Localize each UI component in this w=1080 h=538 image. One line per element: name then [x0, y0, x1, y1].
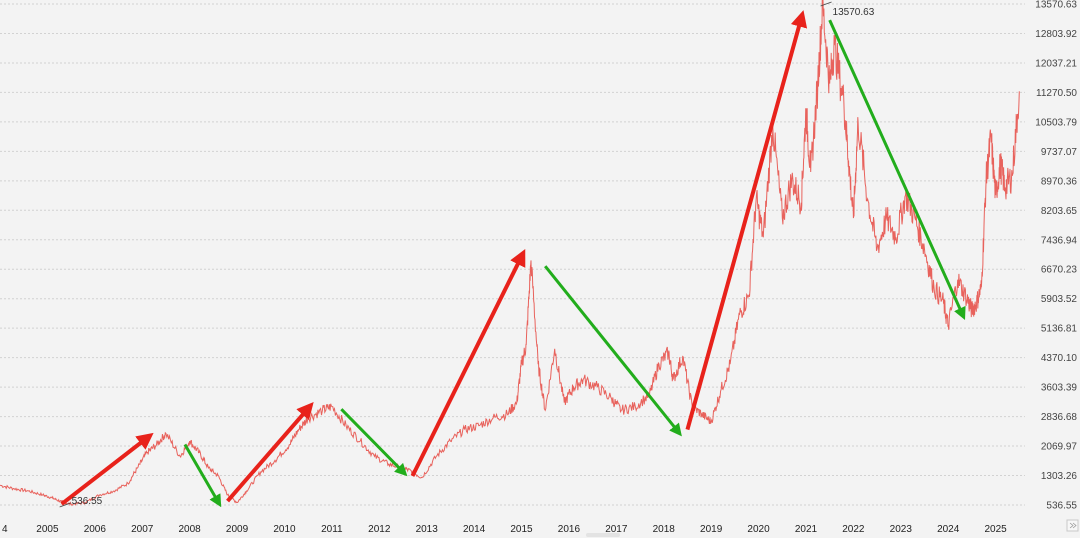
up-trend-arrow	[685, 10, 808, 431]
up-trend-arrow	[226, 402, 314, 503]
x-tick-label: 2014	[463, 524, 486, 535]
y-tick-label: 3603.39	[1041, 383, 1078, 394]
up-trend-arrow	[60, 432, 154, 506]
x-tick-label: 2007	[131, 524, 154, 535]
x-tick-label: 2013	[416, 524, 439, 535]
price-line	[0, 0, 1020, 507]
y-tick-label: 10503.79	[1035, 117, 1077, 128]
y-axis: 536.55 1303.26 2069.97 2836.68 3603.39 4370.1…	[1035, 0, 1077, 512]
y-tick-label: 7436.94	[1041, 235, 1078, 246]
x-tick-label: 2012	[368, 524, 391, 535]
trend-arrows	[60, 10, 966, 508]
x-tick-label: 2025	[984, 524, 1007, 535]
up-trend-arrow	[410, 249, 526, 477]
y-tick-label: 12803.92	[1035, 29, 1077, 40]
y-tick-label: 11270.50	[1036, 88, 1077, 99]
down-trend-arrow	[183, 443, 222, 508]
x-tick-label: 4	[2, 524, 8, 535]
x-tick-label: 2005	[36, 524, 59, 535]
x-tick-label: 2015	[510, 524, 533, 535]
x-tick-label: 2020	[747, 524, 770, 535]
x-tick-label: 2019	[700, 524, 723, 535]
y-tick-label: 2069.97	[1041, 442, 1078, 453]
down-trend-arrow	[544, 265, 682, 437]
annotation-pointer	[820, 1, 832, 7]
y-tick-label: 536.55	[1046, 501, 1077, 512]
x-tick-label: 2017	[605, 524, 628, 535]
x-axis: 4 2005 2006 2007 2008 2009 2010 2011 2012 2013 201…	[2, 524, 1007, 535]
x-tick-label: 2022	[842, 524, 865, 535]
y-tick-label: 5136.81	[1041, 324, 1078, 335]
x-tick-label: 2008	[179, 524, 202, 535]
y-tick-label: 4370.10	[1041, 353, 1078, 364]
x-tick-label: 2010	[273, 524, 296, 535]
y-tick-label: 13570.63	[1035, 0, 1077, 11]
x-tick-label: 2023	[890, 524, 913, 535]
annotations: 536.55 13570.63	[59, 1, 875, 508]
x-tick-label: 2009	[226, 524, 249, 535]
y-tick-label: 12037.21	[1035, 58, 1077, 69]
y-tick-label: 9737.07	[1041, 147, 1078, 158]
y-tick-label: 8970.36	[1041, 176, 1078, 187]
x-tick-label: 2018	[653, 524, 676, 535]
y-tick-label: 1303.26	[1041, 471, 1078, 482]
down-trend-arrow	[340, 408, 408, 477]
annotation-label: 536.55	[72, 496, 103, 507]
y-tick-label: 2836.68	[1041, 412, 1078, 423]
x-tick-label: 2006	[84, 524, 107, 535]
price-series	[0, 0, 1020, 507]
y-tick-label: 8203.65	[1041, 206, 1078, 217]
x-tick-label: 2011	[321, 524, 343, 535]
x-tick-label: 2024	[937, 524, 960, 535]
y-tick-label: 5903.52	[1041, 294, 1078, 305]
grid-lines	[0, 3, 1025, 506]
down-trend-arrow	[828, 19, 966, 320]
y-tick-label: 6670.23	[1041, 265, 1078, 276]
horizontal-scrollbar-thumb[interactable]	[586, 533, 620, 537]
annotation-pointer	[59, 502, 71, 508]
x-tick-label: 2021	[795, 524, 818, 535]
scroll-corner-icon[interactable]	[1066, 519, 1079, 532]
x-tick-label: 2016	[558, 524, 581, 535]
annotation-label: 13570.63	[833, 7, 875, 18]
